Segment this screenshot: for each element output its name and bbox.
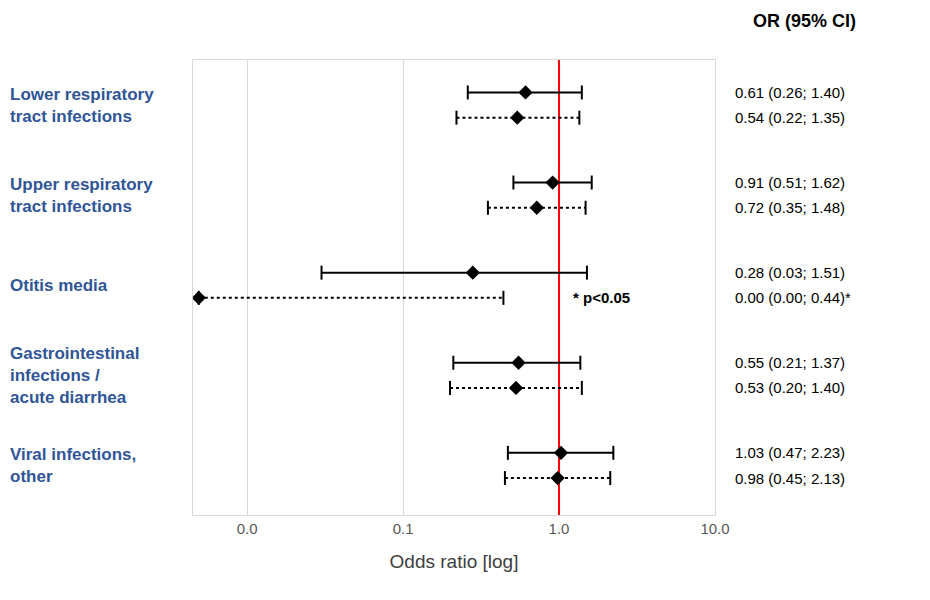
svg-text:* p<0.05: * p<0.05 <box>573 289 630 306</box>
svg-text:0.72 (0.35; 1.48): 0.72 (0.35; 1.48) <box>735 199 845 216</box>
svg-text:10.0: 10.0 <box>700 520 729 537</box>
svg-text:0.61 (0.26; 1.40): 0.61 (0.26; 1.40) <box>735 84 845 101</box>
svg-text:0.54 (0.22; 1.35): 0.54 (0.22; 1.35) <box>735 109 845 126</box>
svg-text:0.28 (0.03; 1.51): 0.28 (0.03; 1.51) <box>735 264 845 281</box>
svg-text:1.03 (0.47; 2.23): 1.03 (0.47; 2.23) <box>735 444 845 461</box>
svg-text:0.55 (0.21; 1.37): 0.55 (0.21; 1.37) <box>735 354 845 371</box>
svg-text:0.1: 0.1 <box>393 520 414 537</box>
svg-text:1.0: 1.0 <box>549 520 570 537</box>
svg-text:Gastrointestinalinfections /ac: Gastrointestinalinfections /acute diarrh… <box>10 344 139 407</box>
svg-text:Odds ratio [log]: Odds ratio [log] <box>390 551 519 572</box>
svg-text:Upper respiratorytract infecti: Upper respiratorytract infections <box>10 175 153 216</box>
svg-text:Lower respiratorytract infecti: Lower respiratorytract infections <box>10 85 154 126</box>
svg-text:0.00 (0.00; 0.44)*: 0.00 (0.00; 0.44)* <box>735 289 851 306</box>
svg-text:Otitis media: Otitis media <box>10 276 108 295</box>
svg-text:0.53 (0.20; 1.40): 0.53 (0.20; 1.40) <box>735 379 845 396</box>
svg-text:0.0: 0.0 <box>237 520 258 537</box>
svg-text:OR (95% CI): OR (95% CI) <box>753 11 856 31</box>
svg-text:Viral infections,other: Viral infections,other <box>10 445 136 486</box>
svg-text:0.91 (0.51; 1.62): 0.91 (0.51; 1.62) <box>735 174 845 191</box>
svg-text:0.98 (0.45; 2.13): 0.98 (0.45; 2.13) <box>735 470 845 487</box>
